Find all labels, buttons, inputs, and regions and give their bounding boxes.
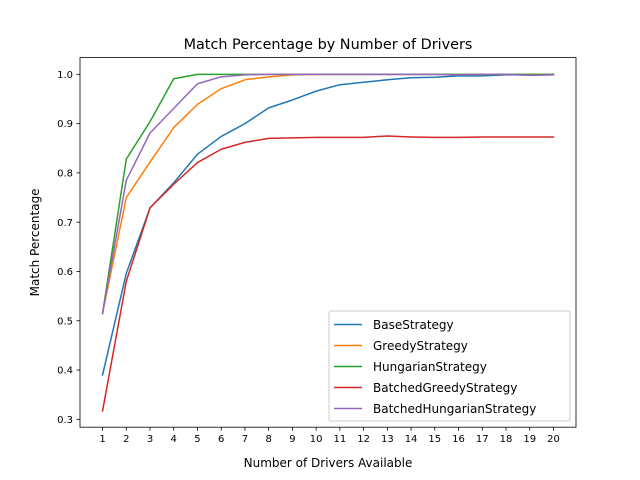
x-tick-label: 19 <box>523 434 536 445</box>
series-line-batchedhungarianstrategy <box>101 73 555 315</box>
x-tick-label: 18 <box>500 434 513 445</box>
x-tick-label: 16 <box>452 434 465 445</box>
x-tick-label: 1 <box>99 434 105 445</box>
series-line-batchedgreedystrategy <box>101 135 555 412</box>
y-axis-label: Match Percentage <box>28 188 42 296</box>
x-tick-label: 20 <box>547 434 560 445</box>
y-tick-label: 0.6 <box>57 267 73 278</box>
x-tick-label: 17 <box>476 434 489 445</box>
y-tick-label: 0.4 <box>57 366 73 377</box>
x-tick-label: 5 <box>194 434 200 445</box>
legend-label: BatchedGreedyStrategy <box>373 381 517 395</box>
x-tick-label: 11 <box>333 434 346 445</box>
x-tick-label: 10 <box>310 434 323 445</box>
y-tick-label: 0.5 <box>57 316 73 327</box>
x-tick-label: 8 <box>265 434 271 445</box>
series-lines <box>101 73 555 412</box>
y-tick-label: 0.8 <box>57 169 73 180</box>
legend-label: HungarianStrategy <box>373 360 487 374</box>
legend-label: BaseStrategy <box>373 318 454 332</box>
legend-frame <box>328 310 571 422</box>
x-tick-label: 9 <box>289 434 295 445</box>
legend-label: BatchedHungarianStrategy <box>373 402 536 416</box>
x-tick-label: 4 <box>171 434 177 445</box>
y-tick-label: 0.3 <box>57 415 73 426</box>
x-tick-label: 15 <box>428 434 441 445</box>
legend-label: GreedyStrategy <box>373 339 468 353</box>
x-axis-label: Number of Drivers Available <box>244 456 413 470</box>
x-axis-ticks: 1 2 3 4 5 6 7 8 9 10 11 12 13 14 15 16 17 18 19 20 <box>99 427 560 445</box>
x-tick-label: 12 <box>357 434 370 445</box>
x-tick-label: 2 <box>123 434 129 445</box>
x-tick-label: 14 <box>405 434 418 445</box>
x-tick-label: 6 <box>218 434 224 445</box>
y-tick-label: 1.0 <box>57 70 73 81</box>
plot-frame <box>79 57 577 428</box>
x-tick-label: 7 <box>242 434 248 445</box>
series-line-basestrategy <box>101 73 555 376</box>
x-tick-label: 13 <box>381 434 394 445</box>
legend: BaseStrategy GreedyStrategy HungarianStrat… <box>328 310 571 422</box>
y-axis-ticks: 0.3 0.4 0.5 0.6 0.7 0.8 0.9 1.0 <box>57 70 80 426</box>
y-tick-label: 0.9 <box>57 119 73 130</box>
x-tick-label: 3 <box>147 434 153 445</box>
y-tick-label: 0.7 <box>57 218 73 229</box>
chart-title: Match Percentage by Number of Drivers <box>184 37 473 53</box>
